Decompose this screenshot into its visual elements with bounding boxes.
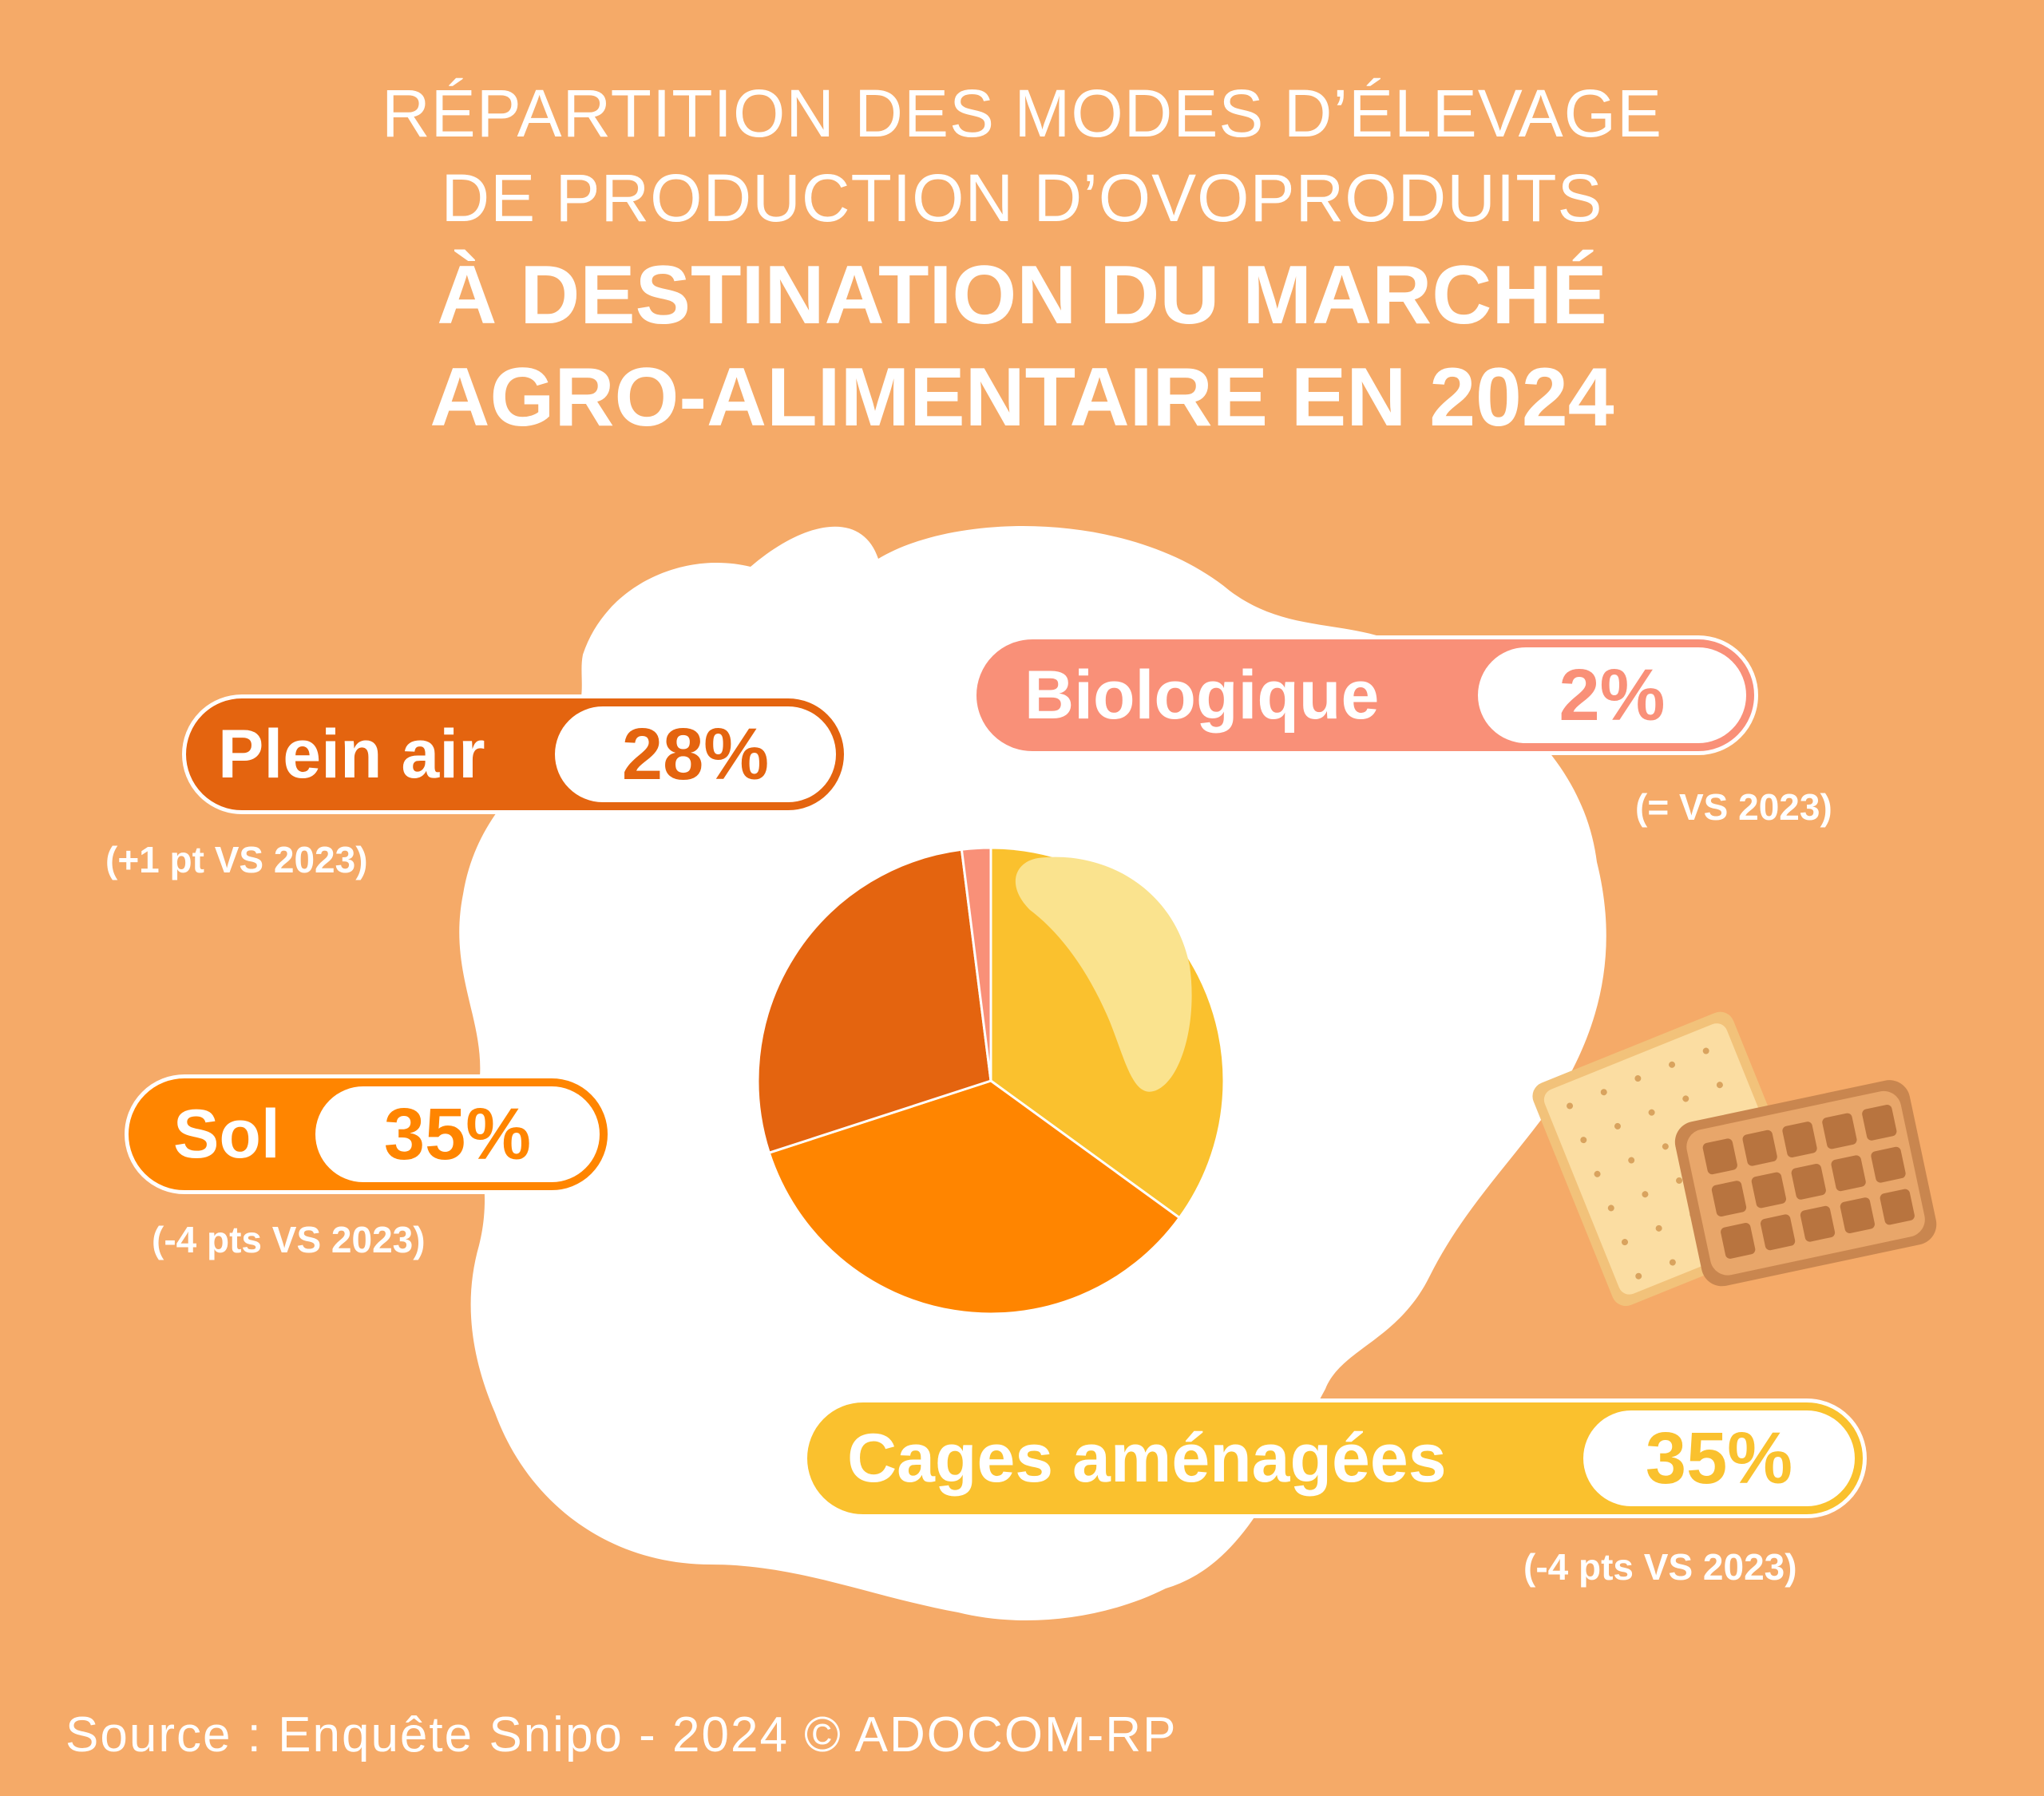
biologique-value: 2%: [1478, 647, 1746, 743]
title-line-2: DE PRODUCTION D’OVOPRODUITS: [441, 160, 1603, 235]
pie-slice-plein-air: [756, 848, 992, 1155]
cracker-dot: [1648, 1109, 1655, 1116]
sol-name: Sol: [173, 1095, 280, 1173]
waffle-cell: [1800, 1205, 1836, 1242]
cracker-dot: [1567, 1102, 1574, 1110]
waffle-cell: [1721, 1223, 1756, 1259]
plein-air-label: Plein air 28%: [182, 694, 848, 814]
biscuit-and-waffle-icon: [1532, 1011, 1937, 1307]
yolk-highlight-icon: [1015, 856, 1192, 1092]
waffle-cell: [1791, 1164, 1826, 1200]
sol-value: 35%: [315, 1086, 600, 1182]
cages-delta: (-4 pts VS 2023): [1523, 1546, 1797, 1588]
title-line-4: AGRO-ALIMENTAIRE EN 2024: [430, 351, 1614, 444]
cracker-dot: [1580, 1137, 1587, 1144]
waffle-cell: [1760, 1214, 1796, 1251]
waffle-cell: [1840, 1197, 1875, 1234]
waffle-cell: [1871, 1146, 1906, 1183]
cracker-dot: [1635, 1272, 1642, 1280]
cracker-dot: [1669, 1061, 1676, 1068]
waffle-cell: [1880, 1189, 1915, 1225]
cracker-dot: [1662, 1143, 1669, 1150]
sol-delta: (-4 pts VS 2023): [152, 1219, 426, 1260]
cracker-dot: [1682, 1095, 1689, 1102]
waffle-cell: [1742, 1129, 1777, 1166]
cracker-dot: [1594, 1170, 1601, 1177]
cracker-dot: [1607, 1205, 1614, 1212]
waffle-cell: [1782, 1122, 1817, 1157]
cracker-dot: [1716, 1082, 1723, 1089]
cages-label: Cages aménagées 35%: [803, 1398, 1867, 1518]
biologique-label: Biologique 2%: [972, 635, 1758, 755]
plein-air-value: 28%: [555, 706, 836, 802]
cracker-dot: [1600, 1089, 1607, 1096]
cracker-dot: [1634, 1075, 1642, 1082]
waffle-cell: [1862, 1104, 1897, 1141]
cracker-dot: [1669, 1259, 1676, 1266]
plein-air-name: Plein air: [218, 715, 485, 793]
pie-slice-biologique: [960, 846, 992, 1082]
plein-air-delta: (+1 pt VS 2023): [105, 839, 368, 880]
cracker-dot: [1676, 1177, 1683, 1184]
biologique-delta: (= VS 2023): [1635, 786, 1832, 828]
cages-name: Cages aménagées: [847, 1419, 1447, 1497]
pie-slice-sol: [767, 1079, 1182, 1315]
cracker-dot: [1702, 1047, 1709, 1054]
cracker-dot: [1628, 1157, 1635, 1164]
cracker-dot: [1655, 1224, 1662, 1232]
sol-label: Sol 35%: [125, 1074, 612, 1194]
cracker-dot: [1642, 1191, 1649, 1198]
waffle-cell: [1751, 1172, 1786, 1209]
cracker-dot: [1614, 1122, 1621, 1129]
waffle-cell: [1702, 1138, 1737, 1175]
waffle-cell: [1711, 1181, 1747, 1217]
title-line-1: RÉPARTITION DES MODES D’ÉLEVAGE: [382, 76, 1662, 151]
title-line-3: À DESTINATION DU MARCHÉ: [437, 249, 1607, 342]
cages-value: 35%: [1583, 1410, 1855, 1506]
waffle-cell: [1822, 1113, 1857, 1149]
cracker-dot: [1622, 1239, 1629, 1246]
waffle-cell: [1831, 1155, 1866, 1192]
source-credit: Source : Enquête Snipo - 2024 © ADOCOM-R…: [65, 1707, 1178, 1762]
biologique-name: Biologique: [1024, 656, 1380, 734]
